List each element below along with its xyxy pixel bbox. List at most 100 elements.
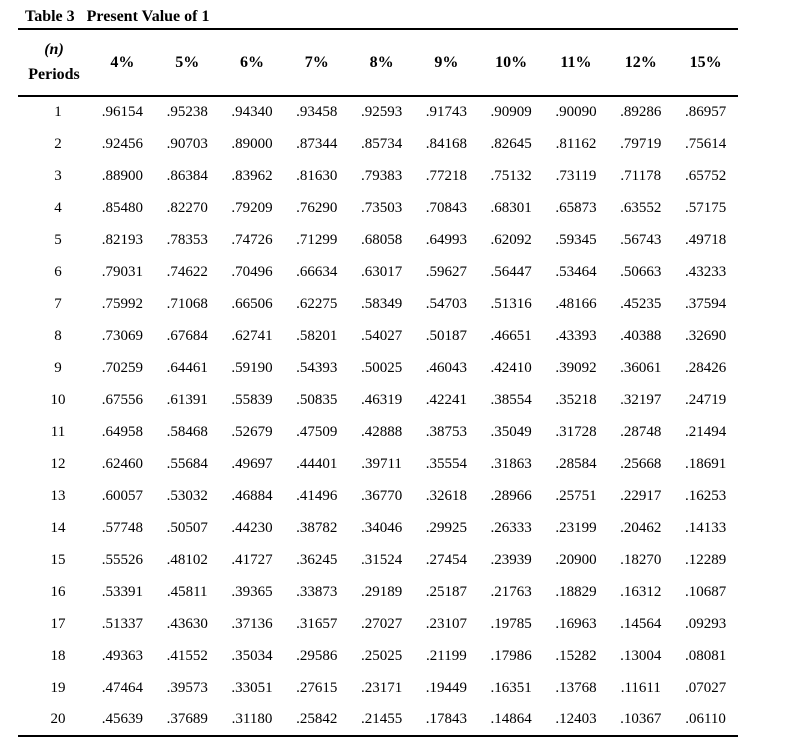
present-value-cell: .13768 xyxy=(555,679,597,696)
period-cell: 10 xyxy=(50,391,66,408)
rate-column-header: 4% xyxy=(90,29,155,97)
present-value-cell: .89286 xyxy=(620,104,662,120)
present-value-cell: .94340 xyxy=(231,104,273,120)
present-value-cell: .23199 xyxy=(555,519,597,536)
period-cell: 4 xyxy=(54,199,62,216)
table-header: (n) Periods 4% 5% 6% 7% 8% 9% 10% 11% 12% 15% xyxy=(18,29,738,97)
present-value-cell: .40388 xyxy=(620,327,662,344)
table-title: Table 3 Present Value of 1 xyxy=(18,6,787,28)
present-value-cell: .27027 xyxy=(360,615,403,632)
present-value-cell: .70496 xyxy=(231,263,273,280)
present-value-cell: .19449 xyxy=(425,679,467,696)
present-value-cell: .49697 xyxy=(231,455,273,472)
present-value-cell: .93458 xyxy=(296,104,338,120)
present-value-cell: .32197 xyxy=(620,391,662,408)
present-value-cell: .36061 xyxy=(620,359,662,376)
present-value-cell: .37136 xyxy=(231,615,273,632)
present-value-cell: .18829 xyxy=(555,583,597,600)
present-value-cell: .95238 xyxy=(166,104,208,120)
present-value-cell: .54027 xyxy=(360,327,403,344)
table-row: 20 .45639 .37689 .31180 .25842 .21455 .17843 .1… xyxy=(18,704,738,736)
present-value-cell: .23171 xyxy=(360,679,403,696)
table-title-text: Present Value of 1 xyxy=(86,8,210,25)
present-value-cell: .64958 xyxy=(101,423,144,440)
present-value-cell: .19785 xyxy=(490,615,532,632)
period-cell: 18 xyxy=(50,647,66,664)
present-value-cell: .83962 xyxy=(231,167,273,184)
present-value-cell: .11611 xyxy=(620,679,661,696)
rate-column-header: 8% xyxy=(349,29,414,97)
present-value-cell: .66506 xyxy=(231,295,273,312)
present-value-cell: .43233 xyxy=(684,263,727,280)
present-value-cell: .96154 xyxy=(101,104,144,120)
table-row: 19 .47464 .39573 .33051 .27615 .23171 .19449 .1… xyxy=(18,672,738,704)
present-value-cell: .54393 xyxy=(296,359,338,376)
period-cell: 2 xyxy=(54,135,62,152)
n-symbol-label: (n) xyxy=(44,41,64,58)
present-value-cell: .37689 xyxy=(166,711,208,727)
table-row: 13 .60057 .53032 .46884 .41496 .36770 .32618 .2… xyxy=(18,480,738,512)
present-value-cell: .53391 xyxy=(101,583,144,600)
present-value-cell: .82270 xyxy=(166,199,208,216)
rate-column-header: 11% xyxy=(543,29,609,97)
present-value-cell: .64993 xyxy=(425,231,467,248)
present-value-cell: .67556 xyxy=(101,391,144,408)
present-value-cell: .92593 xyxy=(360,104,403,120)
present-value-cell: .42888 xyxy=(360,423,403,440)
header-row: (n) Periods 4% 5% 6% 7% 8% 9% 10% 11% 12% 15% xyxy=(18,29,738,97)
present-value-cell: .86957 xyxy=(684,104,727,120)
present-value-cell: .88900 xyxy=(101,167,144,184)
present-value-cell: .75132 xyxy=(490,167,532,184)
present-value-cell: .23939 xyxy=(490,551,532,568)
present-value-cell: .50835 xyxy=(296,391,338,408)
table-row: 16 .53391 .45811 .39365 .33873 .29189 .25187 .2… xyxy=(18,576,738,608)
present-value-cell: .71068 xyxy=(166,295,208,312)
present-value-cell: .17986 xyxy=(490,647,532,664)
present-value-cell: .57748 xyxy=(101,519,144,536)
present-value-cell: .38782 xyxy=(296,519,338,536)
present-value-cell: .06110 xyxy=(685,711,726,727)
present-value-cell: .73119 xyxy=(555,167,597,184)
rate-column-header: 7% xyxy=(284,29,350,97)
present-value-cell: .62092 xyxy=(490,231,532,248)
present-value-cell: .91743 xyxy=(425,104,467,120)
present-value-cell: .74726 xyxy=(231,231,273,248)
present-value-cell: .65752 xyxy=(684,167,727,184)
present-value-cell: .55839 xyxy=(231,391,273,408)
table-row: 6 .79031 .74622 .70496 .66634 .63017 .59627 .56… xyxy=(18,256,738,288)
period-cell: 16 xyxy=(50,583,66,600)
present-value-cell: .39711 xyxy=(361,455,402,472)
present-value-cell: .41727 xyxy=(231,551,273,568)
present-value-cell: .85480 xyxy=(101,199,144,216)
present-value-cell: .25187 xyxy=(425,583,467,600)
present-value-cell: .59190 xyxy=(231,359,273,376)
present-value-cell: .71299 xyxy=(296,231,338,248)
present-value-cell: .45639 xyxy=(101,711,144,727)
present-value-cell: .41552 xyxy=(166,647,208,664)
present-value-cell: .45235 xyxy=(620,295,662,312)
present-value-cell: .25025 xyxy=(360,647,403,664)
present-value-cell: .60057 xyxy=(101,487,144,504)
present-value-cell: .28748 xyxy=(620,423,662,440)
present-value-cell: .63017 xyxy=(360,263,403,280)
present-value-cell: .47509 xyxy=(296,423,338,440)
period-cell: 11 xyxy=(50,423,66,440)
table-row: 15 .55526 .48102 .41727 .36245 .31524 .27454 .2… xyxy=(18,544,738,576)
present-value-cell: .86384 xyxy=(166,167,208,184)
present-value-cell: .17843 xyxy=(425,711,467,727)
present-value-cell: .46651 xyxy=(490,327,532,344)
present-value-cell: .31657 xyxy=(296,615,338,632)
present-value-cell: .36770 xyxy=(360,487,403,504)
table-row: 8 .73069 .67684 .62741 .58201 .54027 .50187 .46… xyxy=(18,320,738,352)
present-value-cell: .18270 xyxy=(620,551,662,568)
table-row: 11 .64958 .58468 .52679 .47509 .42888 .38753 .3… xyxy=(18,416,738,448)
present-value-cell: .21494 xyxy=(684,423,727,440)
present-value-cell: .58349 xyxy=(360,295,403,312)
period-cell: 20 xyxy=(50,711,66,727)
present-value-cell: .28584 xyxy=(555,455,597,472)
present-value-cell: .10687 xyxy=(684,583,727,600)
present-value-cell: .38554 xyxy=(490,391,532,408)
period-cell: 15 xyxy=(50,551,66,568)
present-value-cell: .54703 xyxy=(425,295,467,312)
